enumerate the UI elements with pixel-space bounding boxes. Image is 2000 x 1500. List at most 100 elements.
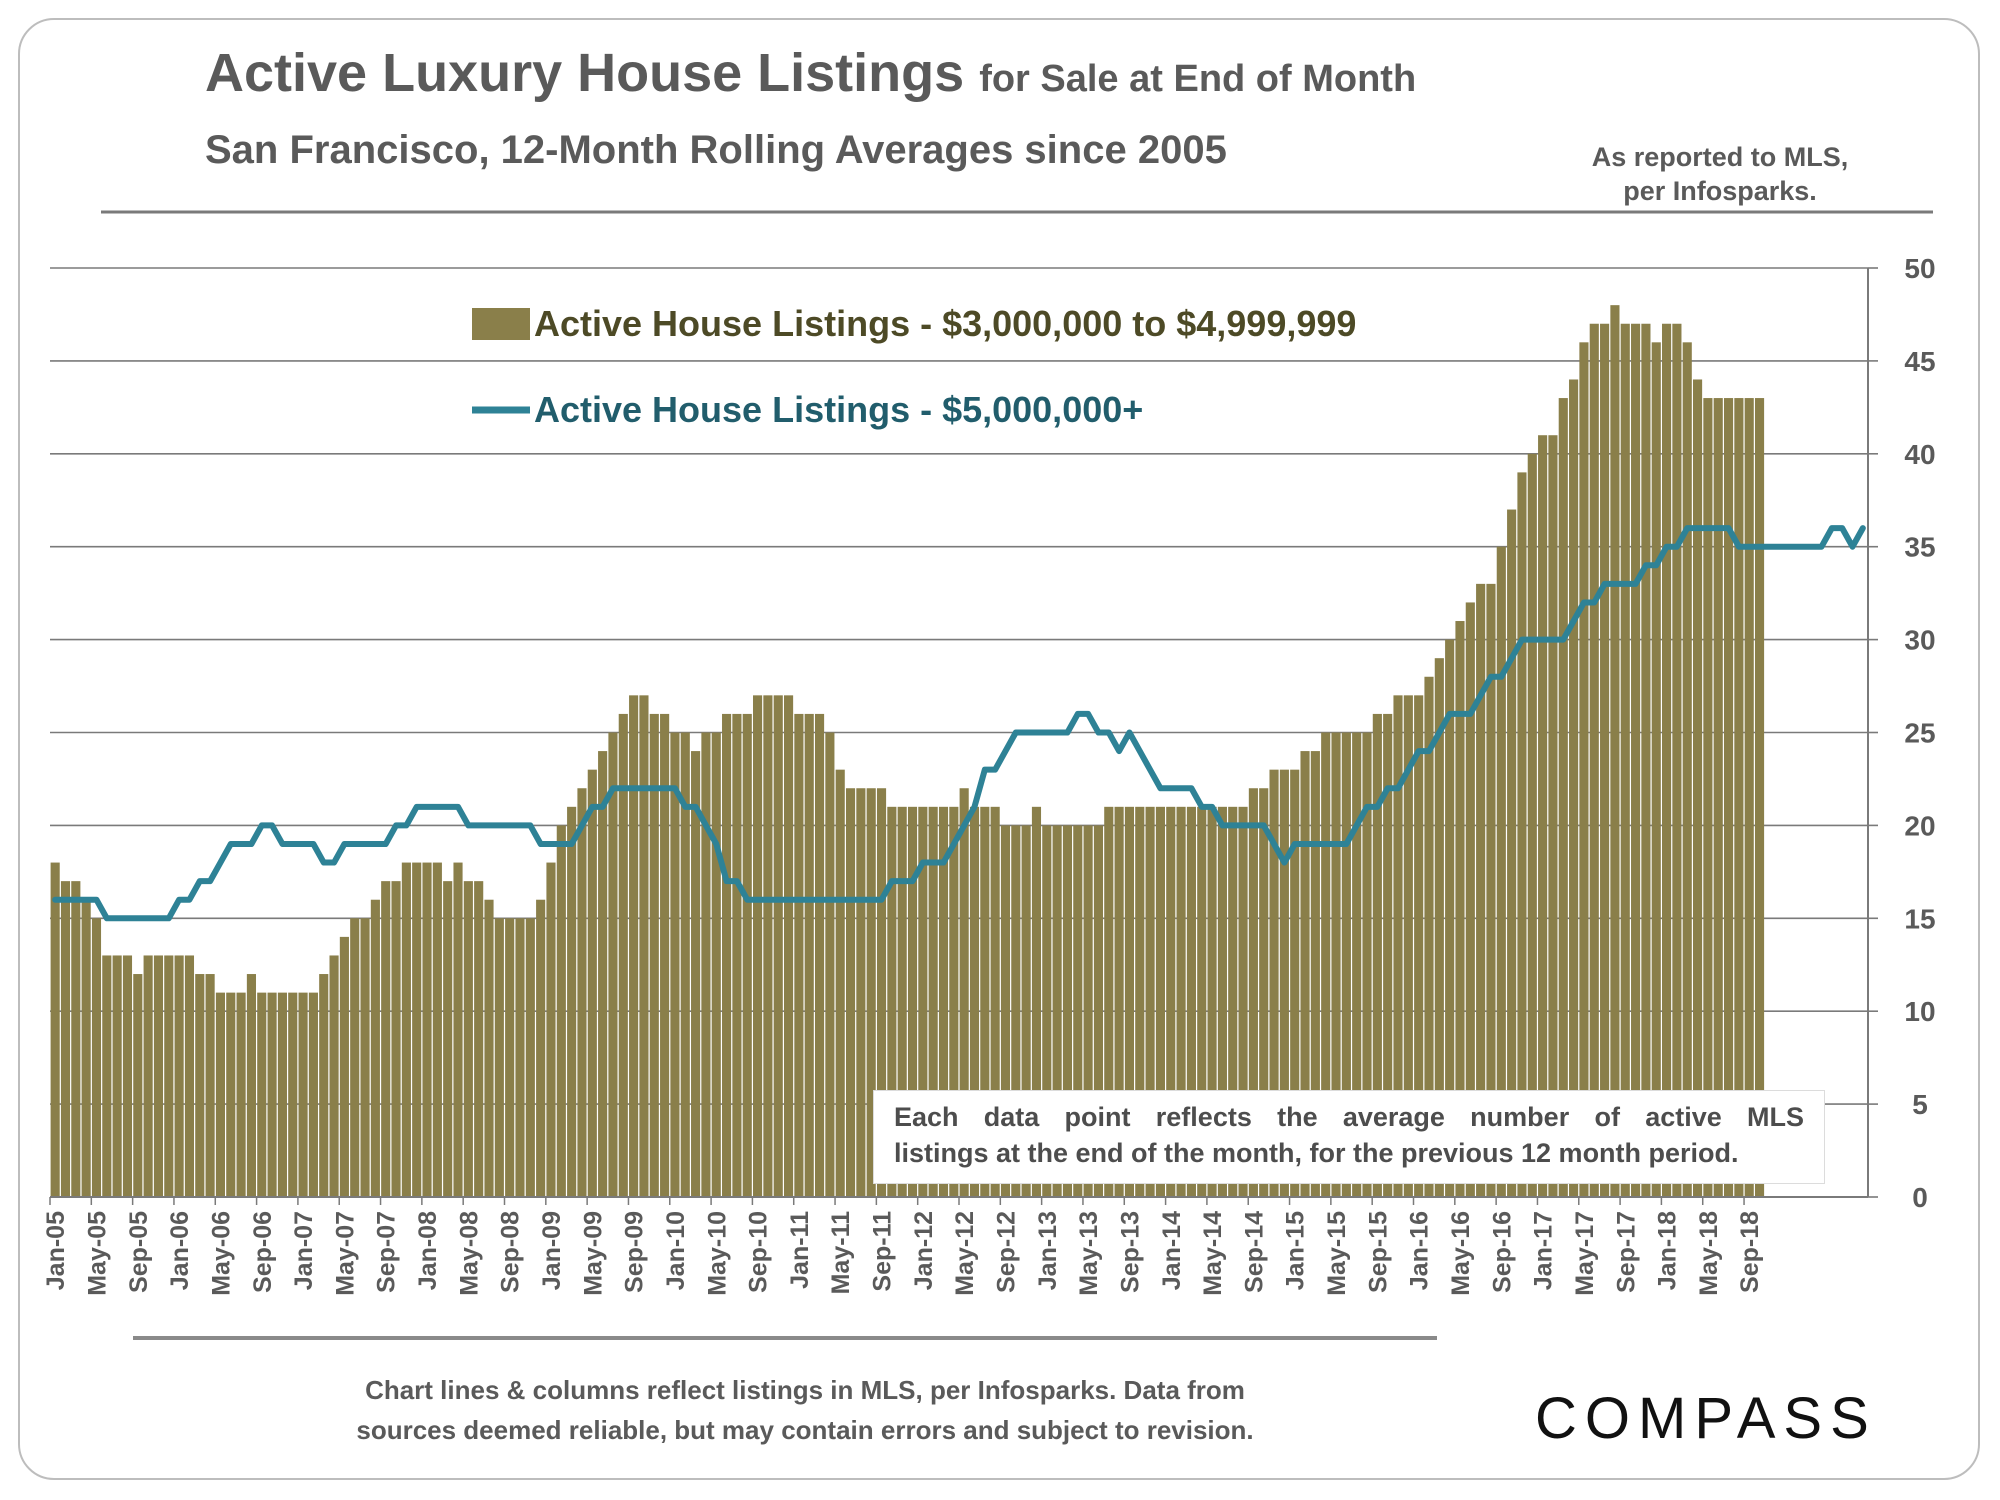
bar xyxy=(897,806,907,1197)
x-tick-label: Sep-08 xyxy=(497,1211,525,1293)
bar xyxy=(670,732,680,1197)
bar xyxy=(711,732,721,1197)
x-tick-label: Jan-05 xyxy=(42,1211,70,1290)
x-tick-label: Sep-18 xyxy=(1736,1211,1764,1293)
bar xyxy=(432,862,442,1197)
bar xyxy=(587,769,597,1197)
x-tick-label: Sep-14 xyxy=(1240,1211,1268,1293)
bar xyxy=(1011,825,1021,1197)
bar xyxy=(773,695,783,1197)
x-tick-label: May-06 xyxy=(207,1211,235,1296)
y-tick-label: 15 xyxy=(1904,903,1935,934)
bar xyxy=(1186,806,1196,1197)
bar xyxy=(1166,806,1176,1197)
bar xyxy=(969,806,980,1197)
x-tick-label: Jan-14 xyxy=(1158,1211,1186,1290)
bar xyxy=(453,862,463,1197)
disclaimer-line-1: Chart lines & columns reflect listings i… xyxy=(365,1375,1245,1405)
bar xyxy=(1300,751,1310,1197)
bar xyxy=(1434,658,1444,1197)
bar xyxy=(1290,769,1300,1197)
bar xyxy=(1672,323,1682,1197)
bar xyxy=(1352,732,1362,1197)
bar xyxy=(949,806,959,1197)
bar xyxy=(1548,435,1558,1198)
bar xyxy=(1754,398,1765,1197)
info-box-line-1: Each data point reflects the average num… xyxy=(894,1102,1804,1132)
x-tick-label: May-09 xyxy=(579,1211,607,1296)
bar xyxy=(598,751,608,1197)
bar xyxy=(825,732,835,1197)
bar xyxy=(618,713,628,1197)
bar xyxy=(1538,435,1548,1198)
bar xyxy=(1620,323,1630,1197)
y-tick-label: 10 xyxy=(1904,996,1935,1027)
y-tick-label: 30 xyxy=(1904,625,1935,656)
bar xyxy=(484,899,494,1197)
x-tick-label: Sep-10 xyxy=(745,1211,773,1293)
x-tick-label: Sep-07 xyxy=(373,1211,401,1293)
x-tick-label: May-14 xyxy=(1199,1211,1227,1296)
bar xyxy=(205,974,215,1197)
bar xyxy=(267,992,277,1197)
bar xyxy=(1073,825,1083,1197)
bar xyxy=(1042,825,1052,1197)
bar xyxy=(350,918,360,1197)
x-tick-label: May-15 xyxy=(1323,1211,1351,1296)
x-tick-label: Jan-13 xyxy=(1034,1211,1062,1290)
bar xyxy=(370,899,380,1197)
bar xyxy=(60,881,71,1197)
bar xyxy=(112,955,122,1197)
bar xyxy=(1517,472,1527,1197)
bar xyxy=(1744,398,1754,1197)
bar xyxy=(360,918,370,1197)
bar xyxy=(71,881,81,1197)
chart-title-tail: for Sale at End of Month xyxy=(979,58,1417,100)
bar xyxy=(814,713,825,1197)
bar xyxy=(1135,806,1145,1197)
bar xyxy=(1331,732,1341,1197)
bar xyxy=(691,751,701,1197)
bar xyxy=(845,788,856,1197)
bar xyxy=(91,918,102,1197)
bar xyxy=(1031,806,1042,1197)
x-tick-label: May-16 xyxy=(1447,1211,1475,1296)
bar xyxy=(1558,398,1568,1197)
bar xyxy=(742,713,752,1197)
x-tick-label: Sep-17 xyxy=(1612,1211,1640,1293)
bar xyxy=(184,955,195,1197)
bar xyxy=(722,713,732,1197)
bar-series xyxy=(50,305,1765,1198)
bar xyxy=(804,713,814,1197)
bar xyxy=(1145,806,1155,1197)
bar xyxy=(1341,732,1351,1197)
bar xyxy=(1124,806,1135,1197)
bar xyxy=(474,881,484,1197)
bar xyxy=(907,806,918,1197)
bar xyxy=(463,881,473,1197)
x-tick-label: Sep-11 xyxy=(869,1211,897,1292)
bar xyxy=(153,955,164,1197)
bar xyxy=(81,899,91,1197)
bar xyxy=(536,899,546,1197)
bar xyxy=(1631,323,1641,1197)
bar xyxy=(783,695,794,1197)
bar xyxy=(215,992,226,1197)
disclaimer: Chart lines & columns reflect listings i… xyxy=(230,1370,1380,1450)
bar xyxy=(1310,751,1320,1197)
x-tick-label: Jan-06 xyxy=(166,1211,194,1290)
x-tick-label: May-17 xyxy=(1571,1211,1599,1296)
x-tick-label: Sep-15 xyxy=(1364,1211,1392,1293)
bar xyxy=(732,713,742,1197)
x-axis-ticks: Jan-05 May-05 Sep-05 Jan-06 May-06 Sep-06 Jan-… xyxy=(42,1196,1868,1296)
bar xyxy=(102,955,112,1197)
bar xyxy=(143,955,153,1197)
bar xyxy=(1021,825,1031,1197)
bar xyxy=(1321,732,1331,1197)
bar xyxy=(226,992,236,1197)
bar xyxy=(1445,639,1455,1197)
bar xyxy=(308,992,318,1197)
bar xyxy=(887,806,897,1197)
bar xyxy=(1372,713,1382,1197)
